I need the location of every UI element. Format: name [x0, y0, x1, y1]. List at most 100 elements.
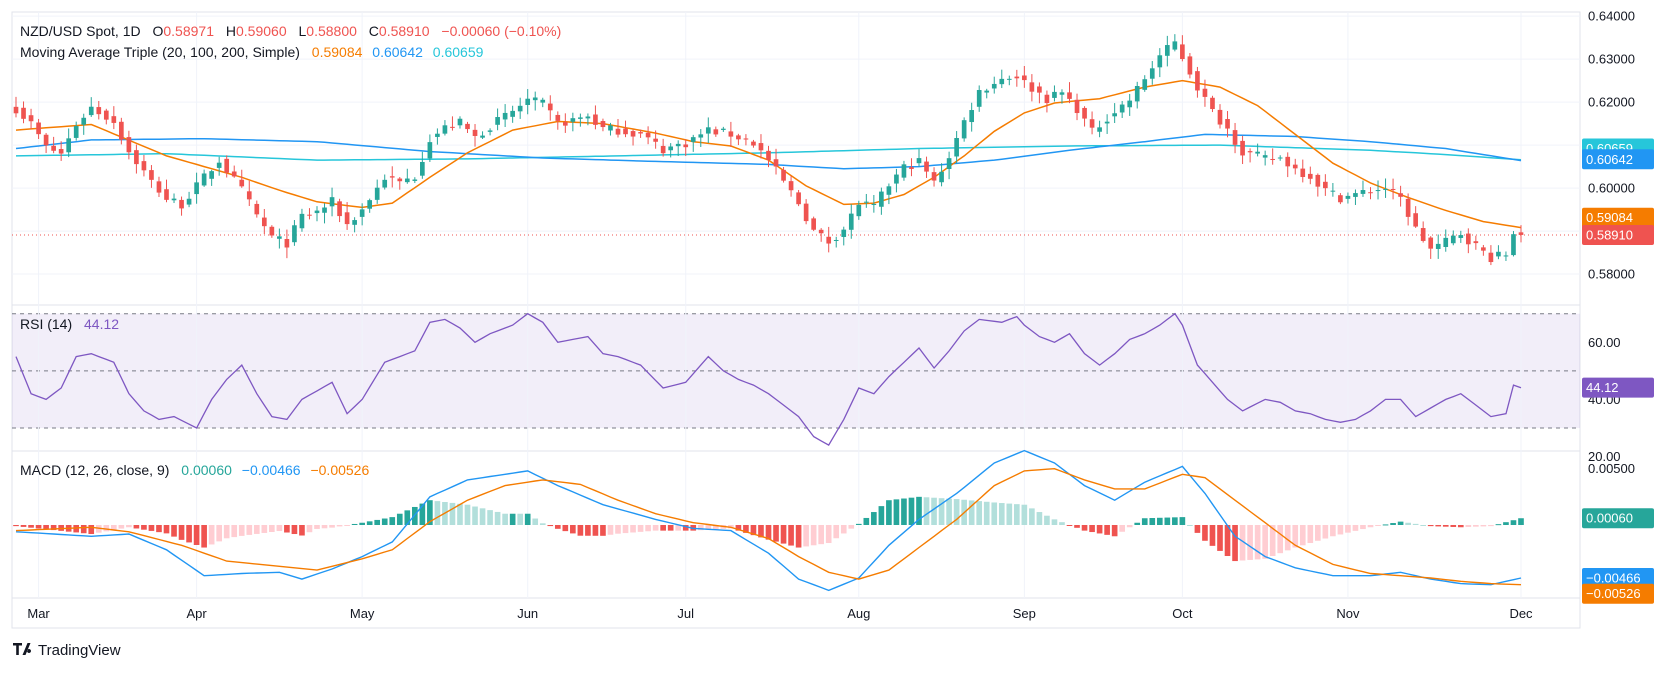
macd-histogram-bar	[1014, 504, 1020, 525]
macd-histogram-bar	[818, 525, 824, 545]
macd-histogram-bar	[1202, 525, 1208, 541]
macd-histogram-bar	[1119, 525, 1125, 532]
candle-body	[246, 191, 252, 200]
candle-body	[201, 173, 207, 186]
tradingview-logo[interactable]: TradingView	[12, 642, 121, 659]
candle	[705, 117, 711, 143]
macd-histogram-bar	[1284, 525, 1291, 551]
candle-body	[389, 176, 395, 178]
macd-histogram-bar	[652, 525, 659, 531]
price-grid	[12, 15, 1580, 275]
candle	[1180, 35, 1185, 62]
candle	[21, 101, 26, 124]
macd-histogram-bar	[1126, 525, 1133, 528]
candle-body	[412, 179, 418, 181]
candle-body	[224, 158, 230, 173]
macd-histogram-bar	[1390, 523, 1396, 525]
candle	[675, 140, 681, 157]
candle-body	[901, 164, 907, 178]
candle-body	[879, 191, 884, 207]
candle	[322, 203, 327, 224]
candle	[1315, 173, 1321, 197]
candle	[517, 97, 523, 119]
macd-histogram-bar	[457, 503, 463, 525]
candle	[1119, 100, 1125, 118]
candle-body	[751, 141, 756, 146]
candle-body	[961, 120, 967, 139]
rsi-series	[15, 312, 1522, 446]
candle	[450, 116, 455, 131]
candle-body	[96, 107, 102, 115]
candle-body	[1112, 113, 1117, 117]
macd-histogram-bar	[381, 518, 388, 525]
candle	[299, 208, 305, 232]
candle-body	[871, 203, 877, 205]
candle	[404, 168, 410, 184]
candle-body	[1052, 91, 1057, 98]
macd-histogram-bar	[88, 525, 95, 535]
candle-body	[848, 213, 854, 230]
candle	[781, 166, 786, 183]
candle-body	[427, 142, 433, 159]
candle	[209, 169, 214, 186]
candle	[239, 169, 245, 188]
candle-body	[322, 207, 327, 213]
price-tag-bg	[1582, 149, 1654, 170]
price-axis-tags: 0.606590.606420.590840.5891044.120.00060…	[1582, 138, 1654, 604]
candle	[532, 91, 538, 111]
candle	[1338, 193, 1343, 205]
legend-change: −0.00060 (−0.10%)	[441, 23, 561, 39]
candle-body	[623, 128, 628, 135]
candle-body	[788, 181, 794, 191]
candle	[1323, 174, 1328, 196]
macd-histogram-bar	[532, 518, 539, 525]
candle	[690, 134, 696, 152]
macd-histogram-bar	[1330, 525, 1336, 537]
rsi-tick-label: 60.00	[1588, 335, 1621, 350]
macd-histogram-bar	[547, 525, 554, 527]
candle	[653, 130, 658, 149]
candle	[427, 134, 433, 162]
candle	[359, 203, 365, 226]
candle-body	[796, 192, 801, 205]
candle	[848, 204, 854, 239]
candle-body	[517, 105, 523, 112]
candle	[1496, 245, 1501, 260]
macd-histogram-bar	[374, 519, 381, 525]
candle-body	[1443, 237, 1449, 248]
macd-histogram-bar	[539, 523, 546, 525]
candle	[623, 120, 628, 138]
candle	[1240, 135, 1245, 165]
macd-histogram-bar	[1360, 525, 1366, 530]
macd-histogram-bar	[938, 498, 945, 525]
legend-rsi-value: 44.12	[84, 316, 119, 332]
candle	[924, 156, 929, 178]
candle-body	[337, 201, 342, 217]
macd-histogram-bar	[1420, 525, 1426, 526]
macd-histogram-bar	[412, 506, 418, 525]
candle-body	[21, 107, 26, 119]
candle	[916, 149, 922, 167]
macd-histogram-bar	[1510, 520, 1517, 525]
candle-body	[608, 125, 613, 131]
candle-body	[13, 106, 19, 114]
candle	[683, 139, 689, 156]
candle-body	[502, 112, 508, 120]
candle-body	[216, 162, 222, 168]
candle-body	[1450, 235, 1456, 244]
candlestick-series[interactable]	[13, 34, 1524, 266]
candle	[1006, 75, 1012, 86]
macd-histogram-bar	[1382, 524, 1389, 526]
candle	[863, 193, 869, 208]
macd-histogram-bar	[901, 498, 907, 525]
candle	[1435, 234, 1441, 259]
candle	[976, 85, 982, 112]
macd-histogram-bar	[765, 525, 772, 540]
macd-histogram-bar	[998, 503, 1005, 525]
candle-body	[1119, 104, 1125, 113]
candle	[615, 118, 621, 138]
candle-body	[43, 134, 49, 146]
candle	[1413, 206, 1418, 228]
candle-body	[103, 110, 109, 120]
